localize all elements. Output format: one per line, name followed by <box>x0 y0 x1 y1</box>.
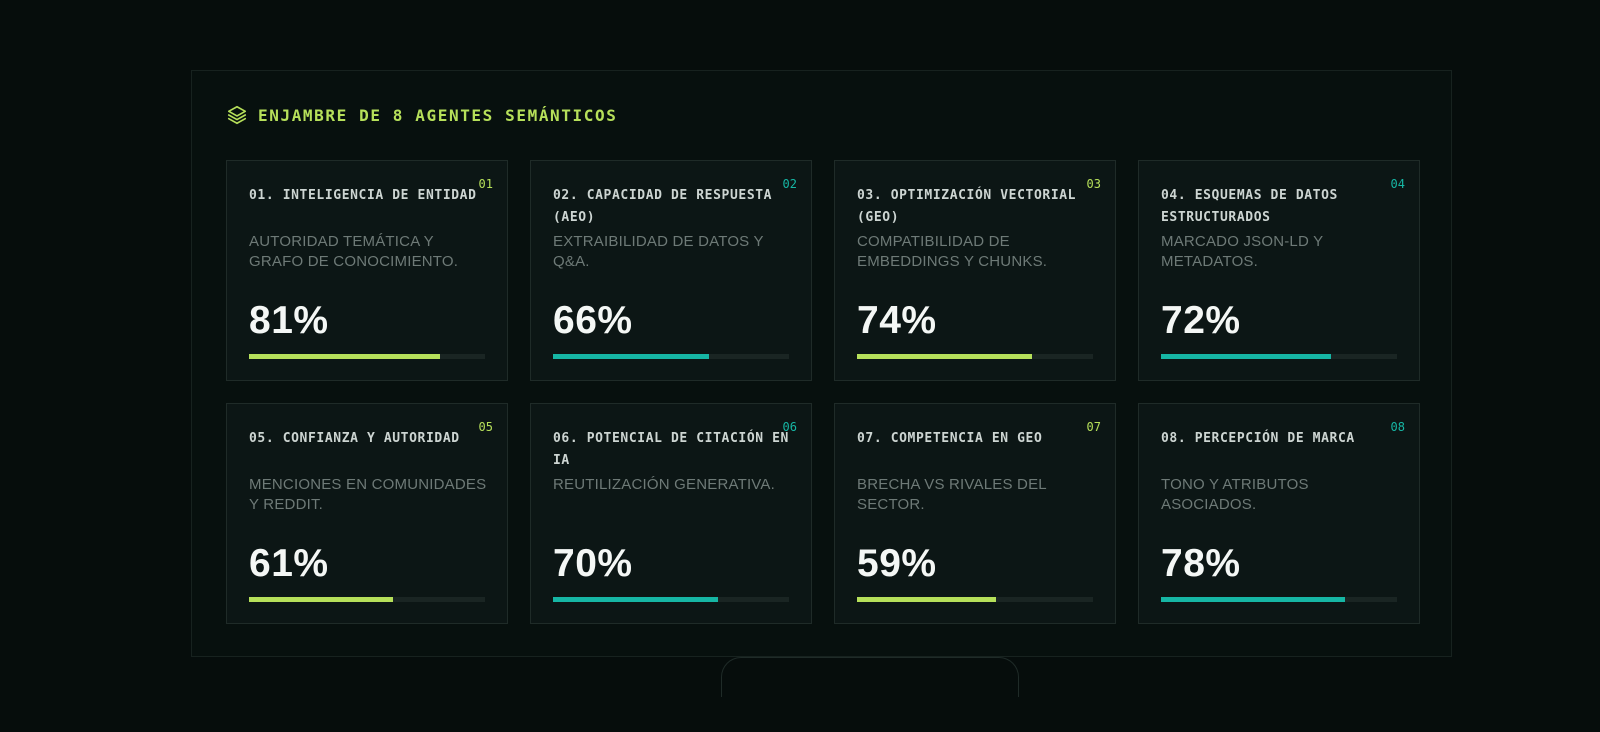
agent-progress-bar <box>857 597 1093 602</box>
agent-progress-bar <box>1161 354 1397 359</box>
agent-score: 59% <box>857 542 937 585</box>
agent-card[interactable]: 01 01. INTELIGENCIA DE ENTIDAD AUTORIDAD… <box>226 160 508 381</box>
agent-description: REUTILIZACIÓN GENERATIVA. <box>553 476 775 493</box>
agent-progress-bar <box>249 597 485 602</box>
agent-number: 07 <box>1086 420 1101 434</box>
agent-progress-bar <box>553 597 789 602</box>
agents-grid: 01 01. INTELIGENCIA DE ENTIDAD AUTORIDAD… <box>226 160 1420 624</box>
agent-card[interactable]: 02 02. CAPACIDAD DE RESPUESTA (AEO) EXTR… <box>530 160 812 381</box>
agent-progress-bar <box>553 354 789 359</box>
agent-progress-fill <box>1161 597 1346 602</box>
panel-title: ENJAMBRE DE 8 AGENTES SEMÁNTICOS <box>258 105 618 125</box>
agent-score: 78% <box>1161 542 1241 585</box>
agent-card[interactable]: 08 08. PERCEPCIÓN DE MARCA TONO Y ATRIBU… <box>1138 403 1420 624</box>
agent-card[interactable]: 05 05. CONFIANZA Y AUTORIDAD MENCIONES E… <box>226 403 508 624</box>
agent-description: COMPATIBILIDAD DE EMBEDDINGS Y CHUNKS. <box>857 233 1048 270</box>
agent-name: 01. INTELIGENCIA DE ENTIDAD <box>249 188 477 203</box>
agent-name: 08. PERCEPCIÓN DE MARCA <box>1161 431 1355 446</box>
agents-panel: ENJAMBRE DE 8 AGENTES SEMÁNTICOS 01 01. … <box>191 70 1452 657</box>
agent-progress-fill <box>249 354 441 359</box>
agent-name: 02. CAPACIDAD DE RESPUESTA (AEO) <box>553 188 773 225</box>
agent-description: MENCIONES EN COMUNIDADES Y REDDIT. <box>249 476 487 513</box>
agent-number: 05 <box>478 420 493 434</box>
agent-name: 04. ESQUEMAS DE DATOS ESTRUCTURADOS <box>1161 188 1338 225</box>
agent-progress-fill <box>857 354 1032 359</box>
agent-score: 72% <box>1161 299 1241 342</box>
agent-number: 03 <box>1086 177 1101 191</box>
agent-progress-fill <box>857 597 997 602</box>
agent-description: MARCADO JSON-LD Y METADATOS. <box>1161 233 1324 270</box>
agent-progress-fill <box>553 597 719 602</box>
agent-card[interactable]: 03 03. OPTIMIZACIÓN VECTORIAL (GEO) COMP… <box>834 160 1116 381</box>
agent-number: 06 <box>782 420 797 434</box>
agent-card[interactable]: 04 04. ESQUEMAS DE DATOS ESTRUCTURADOS M… <box>1138 160 1420 381</box>
agent-progress-bar <box>249 354 485 359</box>
agent-score: 70% <box>553 542 633 585</box>
agent-number: 02 <box>782 177 797 191</box>
agent-card[interactable]: 07 07. COMPETENCIA EN GEO BRECHA VS RIVA… <box>834 403 1116 624</box>
agent-card[interactable]: 06 06. POTENCIAL DE CITACIÓN EN IA REUTI… <box>530 403 812 624</box>
agent-progress-fill <box>1161 354 1331 359</box>
agent-progress-bar <box>857 354 1093 359</box>
agent-name: 07. COMPETENCIA EN GEO <box>857 431 1043 446</box>
agent-name: 03. OPTIMIZACIÓN VECTORIAL (GEO) <box>857 188 1077 225</box>
agent-description: EXTRAIBILIDAD DE DATOS Y Q&A. <box>553 233 764 270</box>
agent-number: 04 <box>1390 177 1405 191</box>
agent-score: 81% <box>249 299 329 342</box>
agent-score: 66% <box>553 299 633 342</box>
bottom-tab-outline <box>721 657 1019 697</box>
agent-progress-bar <box>1161 597 1397 602</box>
agent-progress-fill <box>249 597 393 602</box>
panel-header: ENJAMBRE DE 8 AGENTES SEMÁNTICOS <box>226 103 617 127</box>
agent-number: 08 <box>1390 420 1405 434</box>
agent-score: 61% <box>249 542 329 585</box>
agent-name: 06. POTENCIAL DE CITACIÓN EN IA <box>553 431 789 468</box>
agent-progress-fill <box>553 354 709 359</box>
agent-description: BRECHA VS RIVALES DEL SECTOR. <box>857 476 1047 513</box>
agent-score: 74% <box>857 299 937 342</box>
agent-description: AUTORIDAD TEMÁTICA Y GRAFO DE CONOCIMIEN… <box>249 233 459 270</box>
agent-name: 05. CONFIANZA Y AUTORIDAD <box>249 431 460 446</box>
agent-number: 01 <box>478 177 493 191</box>
layers-icon <box>227 105 247 125</box>
agent-description: TONO Y ATRIBUTOS ASOCIADOS. <box>1161 476 1309 513</box>
